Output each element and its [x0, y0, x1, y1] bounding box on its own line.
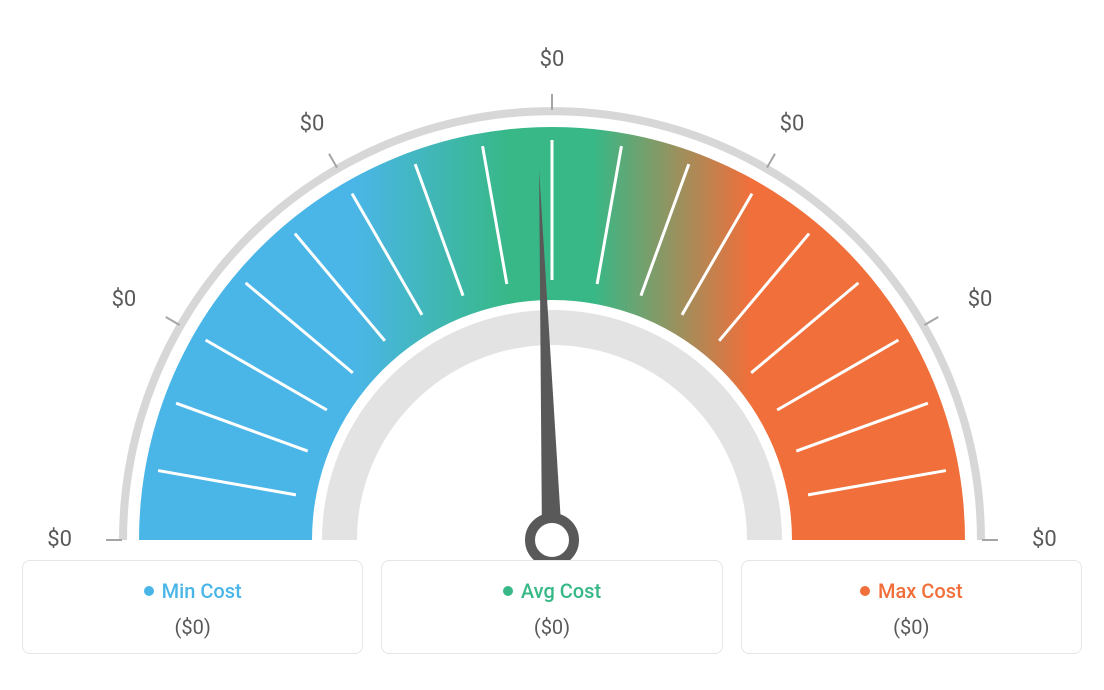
- gauge-tick-label: $0: [112, 287, 137, 312]
- legend-value-max: ($0): [893, 615, 929, 639]
- gauge-tick-label: $0: [300, 111, 325, 136]
- legend-card-avg: Avg Cost ($0): [381, 560, 722, 654]
- gauge-tick-label: $0: [47, 527, 72, 552]
- legend-label-max: Max Cost: [878, 579, 963, 603]
- gauge-hub: [530, 518, 574, 560]
- legend-value-avg: ($0): [534, 615, 570, 639]
- legend-label-avg: Avg Cost: [521, 579, 601, 603]
- legend-label-min: Min Cost: [162, 579, 242, 603]
- gauge-tick-label: $0: [540, 47, 565, 72]
- legend-value-min: ($0): [175, 615, 211, 639]
- gauge-tick-label: $0: [1032, 527, 1057, 552]
- legend-card-max: Max Cost ($0): [741, 560, 1082, 654]
- gauge-svg: $0 $0 $0 $0 $0 $0 $0: [42, 0, 1062, 560]
- legend-dot-max: [860, 586, 870, 596]
- legend-dot-avg: [503, 586, 513, 596]
- legend-card-min: Min Cost ($0): [22, 560, 363, 654]
- legend-row: Min Cost ($0) Avg Cost ($0) Max Cost ($0…: [0, 560, 1104, 654]
- gauge-chart: $0 $0 $0 $0 $0 $0 $0: [42, 0, 1062, 560]
- gauge-tick-label: $0: [968, 287, 993, 312]
- legend-dot-min: [144, 586, 154, 596]
- gauge-tick-label: $0: [780, 111, 805, 136]
